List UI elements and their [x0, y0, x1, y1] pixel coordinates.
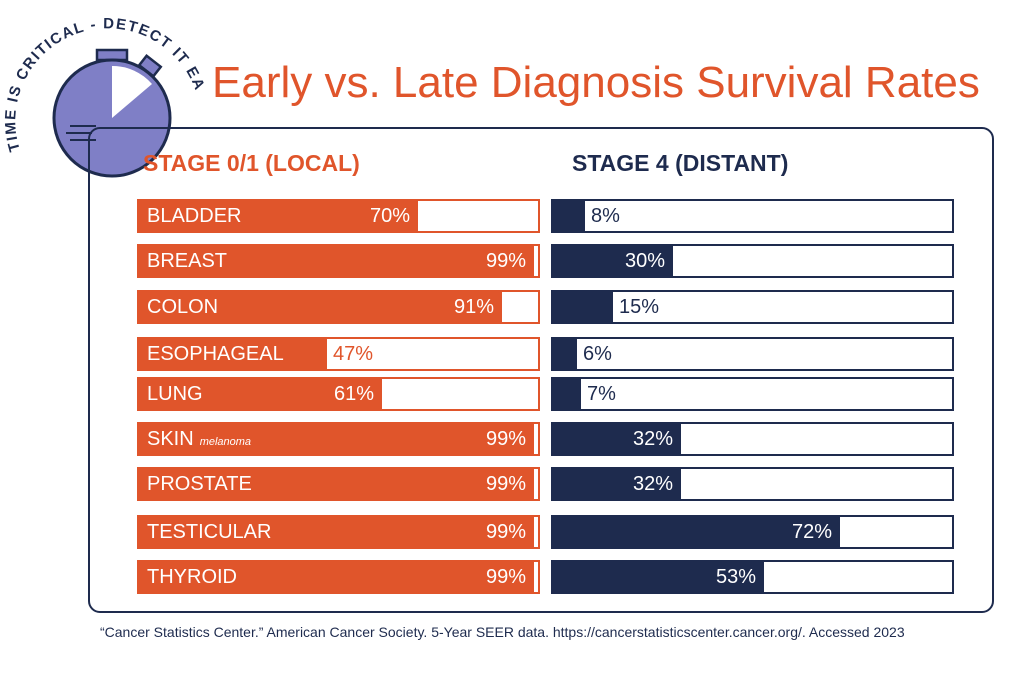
bar-distant-breast: 30%: [551, 244, 954, 278]
bar-fill: [553, 339, 577, 369]
value-label: 72%: [791, 521, 832, 543]
bar-local-bladder: BLADDER 70%: [137, 199, 540, 233]
bar-fill: [139, 517, 534, 547]
bar-local-lung: LUNG 61%: [137, 377, 540, 411]
category-subtitle: melanoma: [199, 436, 252, 448]
chart-panel: [88, 127, 994, 613]
bar-fill: [139, 424, 534, 454]
bar-fill: [553, 201, 585, 231]
bar-distant-prostate: 32%: [551, 467, 954, 501]
bar-local-testicular: TESTICULAR 99%: [137, 515, 540, 549]
bar-distant-esophageal: 6%: [551, 337, 954, 371]
category-label: ESOPHAGEAL: [147, 343, 284, 365]
value-label: 61%: [333, 383, 374, 405]
category-label: BLADDER: [147, 205, 242, 227]
bar-distant-thyroid: 53%: [551, 560, 954, 594]
bar-fill: [139, 562, 534, 592]
bar-fill: [553, 246, 673, 276]
value-label: 32%: [632, 428, 673, 450]
category-label: THYROID: [147, 566, 237, 588]
bar-local-breast: BREAST 99%: [137, 244, 540, 278]
value-label: 99%: [485, 250, 526, 272]
bar-fill: [139, 469, 534, 499]
value-label: 99%: [485, 521, 526, 543]
source-citation: “Cancer Statistics Center.” American Can…: [100, 624, 905, 640]
chart-title: Early vs. Late Diagnosis Survival Rates: [212, 58, 980, 107]
value-label: 15%: [619, 296, 660, 318]
bar-fill: [553, 292, 613, 322]
bar-fill: [553, 379, 581, 409]
bar-fill: [553, 469, 681, 499]
bar-local-prostate: PROSTATE 99%: [137, 467, 540, 501]
bar-fill: [139, 246, 534, 276]
bar-distant-lung: 7%: [551, 377, 954, 411]
value-label: 70%: [369, 205, 410, 227]
series-label-distant: STAGE 4 (DISTANT): [572, 150, 789, 176]
bar-distant-skin: 32%: [551, 422, 954, 456]
value-label: 8%: [591, 205, 620, 227]
bar-fill: [139, 292, 502, 322]
value-label: 99%: [485, 428, 526, 450]
category-label: TESTICULAR: [147, 521, 272, 543]
category-label: SKIN melanoma: [147, 428, 252, 450]
value-label: 7%: [587, 383, 616, 405]
category-label: PROSTATE: [147, 473, 252, 495]
bar-local-thyroid: THYROID 99%: [137, 560, 540, 594]
category-label: BREAST: [147, 250, 228, 272]
bar-fill: [139, 201, 418, 231]
value-label: 6%: [583, 343, 612, 365]
value-label: 99%: [485, 566, 526, 588]
bar-local-colon: COLON 91%: [137, 290, 540, 324]
bar-fill: [139, 339, 327, 369]
value-label: 30%: [624, 250, 665, 272]
bar-fill: [553, 562, 764, 592]
category-label: LUNG: [147, 383, 203, 405]
value-label: 47%: [333, 343, 374, 365]
bar-local-skin: SKIN melanoma 99%: [137, 422, 540, 456]
bar-distant-colon: 15%: [551, 290, 954, 324]
value-label: 53%: [715, 566, 756, 588]
bar-distant-bladder: 8%: [551, 199, 954, 233]
bar-fill: [139, 379, 382, 409]
series-label-local: STAGE 0/1 (LOCAL): [143, 150, 360, 176]
bar-local-esophageal: ESOPHAGEAL 47%: [137, 337, 540, 371]
value-label: 91%: [453, 296, 494, 318]
category-label: COLON: [147, 296, 219, 318]
stopwatch-wedge: [112, 65, 152, 118]
value-label: 32%: [632, 473, 673, 495]
bar-fill: [553, 424, 681, 454]
value-label: 99%: [485, 473, 526, 495]
bar-fill: [553, 517, 840, 547]
bar-distant-testicular: 72%: [551, 515, 954, 549]
